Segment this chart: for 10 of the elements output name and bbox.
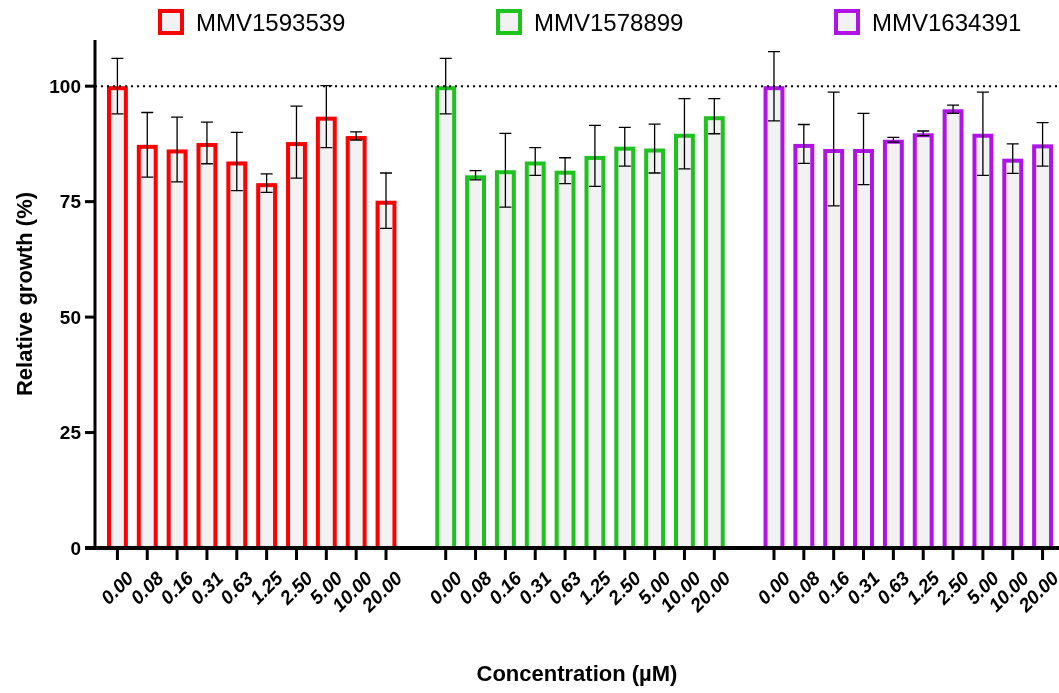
legend-label: MMV1593539: [196, 9, 346, 36]
y-tick-label: 0: [70, 537, 81, 559]
y-axis-title: Relative growth (%): [12, 191, 37, 397]
x-axis-title: Concentration (µM): [476, 661, 678, 686]
legend-label: MMV1634391: [872, 9, 1022, 36]
legend-label: MMV1578899: [534, 9, 684, 36]
y-tick-label: 50: [59, 306, 81, 328]
y-tick-label: 75: [59, 191, 82, 213]
y-tick-label: 100: [49, 75, 81, 97]
y-tick-label: 25: [59, 422, 82, 444]
